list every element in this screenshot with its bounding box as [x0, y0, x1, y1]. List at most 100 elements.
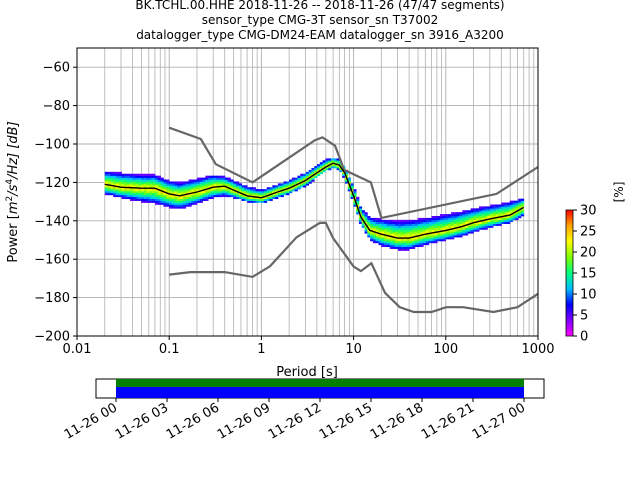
- psd-cell: [149, 198, 153, 201]
- psd-cell: [110, 171, 114, 175]
- psd-cell: [113, 171, 117, 175]
- psd-cell: [138, 183, 142, 186]
- psd-cell: [202, 179, 206, 182]
- psd-cell: [121, 194, 125, 198]
- psd-cell: [317, 168, 321, 171]
- psd-cell: [364, 216, 368, 219]
- psd-cell: [110, 191, 114, 194]
- psd-cell: [437, 223, 441, 226]
- psd-cell: [473, 212, 477, 215]
- psd-cell: [495, 212, 499, 215]
- psd-cell: [129, 192, 134, 196]
- psd-cell: [467, 221, 472, 224]
- psd-cell: [249, 189, 254, 192]
- psd-cell: [378, 223, 382, 226]
- psd-cell: [420, 231, 424, 234]
- psd-cell: [146, 179, 150, 182]
- psd-cell: [252, 194, 256, 198]
- psd-cell: [384, 242, 388, 246]
- psd-cell: [124, 183, 128, 186]
- psd-cell: [451, 237, 455, 240]
- psd-cell: [291, 187, 296, 190]
- psd-cell: [252, 189, 256, 192]
- psd-cell: [194, 181, 198, 184]
- psd-cell: [356, 196, 360, 200]
- psd-cell: [129, 191, 134, 194]
- psd-cell: [381, 219, 385, 223]
- psd-cell: [182, 196, 187, 200]
- psd-cell: [456, 221, 460, 224]
- psd-cell: [353, 194, 357, 198]
- psd-cell: [143, 175, 148, 178]
- psd-cell: [222, 179, 226, 182]
- psd-cell: [370, 221, 374, 224]
- psd-cell: [146, 194, 150, 198]
- psd-cell: [389, 227, 393, 230]
- psd-cell: [473, 208, 477, 211]
- psd-cell: [155, 191, 159, 194]
- psd-cell: [350, 185, 354, 188]
- psd-cell: [199, 187, 203, 190]
- psd-cell: [398, 244, 402, 248]
- psd-cell: [420, 239, 424, 242]
- psd-cell: [470, 216, 474, 219]
- psd-cell: [194, 187, 198, 190]
- psd-cell: [135, 179, 139, 182]
- psd-cell: [171, 194, 175, 198]
- psd-cell: [420, 225, 424, 228]
- psd-cell: [205, 191, 209, 194]
- psd-cell: [470, 227, 474, 230]
- psd-cell: [459, 233, 463, 236]
- psd-cell: [166, 189, 170, 192]
- psd-cell: [294, 187, 298, 190]
- psd-cell: [222, 191, 226, 194]
- psd-cell: [222, 194, 226, 198]
- psd-cell: [442, 233, 446, 236]
- psd-cell: [386, 239, 391, 242]
- psd-cell: [347, 181, 351, 184]
- psd-cell: [127, 185, 131, 188]
- psd-cell: [465, 229, 469, 232]
- psd-cell: [168, 185, 173, 188]
- psd-cell: [367, 229, 371, 232]
- psd-cell: [367, 235, 371, 238]
- psd-cell: [141, 192, 145, 196]
- psd-cell: [199, 192, 203, 196]
- psd-cell: [185, 185, 189, 188]
- psd-cell: [166, 187, 170, 190]
- psd-cell: [400, 233, 405, 236]
- psd-cell: [372, 233, 377, 236]
- psd-cell: [409, 229, 413, 232]
- psd-cell: [280, 185, 284, 188]
- psd-cell: [138, 181, 142, 184]
- psd-cell: [364, 217, 368, 221]
- psd-cell: [375, 239, 379, 242]
- psd-cell: [305, 171, 310, 175]
- psd-cell: [152, 194, 156, 198]
- psd-cell: [227, 191, 231, 194]
- psd-cell: [487, 212, 491, 215]
- psd-cell: [367, 223, 371, 226]
- psd-cell: [202, 185, 206, 188]
- psd-cell: [361, 216, 365, 219]
- psd-cell: [389, 231, 393, 234]
- psd-cell: [157, 202, 162, 205]
- psd-cell: [286, 191, 290, 194]
- psd-cell: [277, 192, 282, 196]
- psd-cell: [448, 219, 452, 223]
- psd-cell: [364, 219, 368, 223]
- psd-cell: [297, 187, 301, 190]
- psd-cell: [132, 191, 136, 194]
- psd-cell: [372, 239, 377, 242]
- psd-cell: [431, 239, 435, 242]
- psd-cell: [384, 227, 388, 230]
- psd-cell: [453, 225, 458, 228]
- psd-cell: [336, 166, 340, 169]
- psd-cell: [372, 225, 377, 228]
- psd-cell: [152, 183, 156, 186]
- psd-cell: [258, 191, 262, 194]
- psd-cell: [230, 191, 234, 194]
- psd-cell: [166, 200, 170, 203]
- psd-cell: [275, 185, 279, 188]
- psd-cell: [213, 189, 217, 192]
